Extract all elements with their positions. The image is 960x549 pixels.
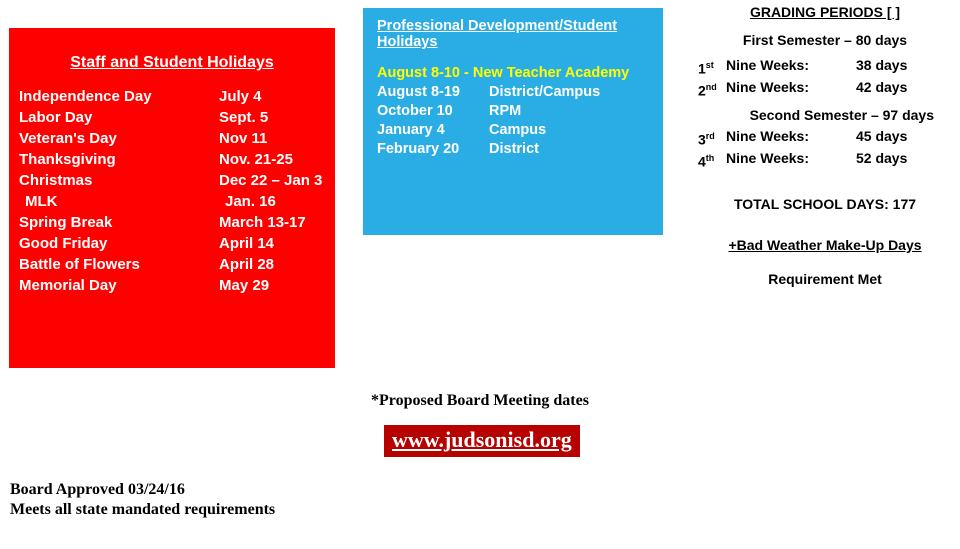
proposed-board-dates: *Proposed Board Meeting dates [0, 392, 960, 410]
semester-2-periods: 3rdNine Weeks:45 days4thNine Weeks:52 da… [696, 127, 954, 170]
holiday-row: Memorial DayMay 29 [19, 275, 325, 296]
nine-weeks-row: 2ndNine Weeks:42 days [696, 78, 954, 100]
page: Staff and Student Holidays Independence … [0, 0, 960, 549]
holiday-row: Labor DaySept. 5 [19, 107, 325, 128]
ordinal: 2nd [698, 78, 726, 100]
blue-box-title: Professional Development/Student Holiday… [377, 18, 649, 50]
nine-weeks-label: Nine Weeks: [726, 78, 856, 100]
nine-weeks-row: 3rdNine Weeks:45 days [696, 127, 954, 149]
district-url-link[interactable]: www.judsonisd.org [384, 425, 580, 457]
holiday-row: ThanksgivingNov. 21-25 [19, 149, 325, 170]
holiday-name: Christmas [19, 170, 219, 191]
red-box-title: Staff and Student Holidays [19, 54, 325, 72]
prof-dev-range: January 4 [377, 121, 489, 140]
holiday-date: May 29 [219, 275, 325, 296]
holiday-date: Sept. 5 [219, 107, 325, 128]
holiday-row: Battle of FlowersApril 28 [19, 254, 325, 275]
nine-weeks-row: 1stNine Weeks:38 days [696, 56, 954, 78]
ordinal: 1st [698, 56, 726, 78]
prof-dev-box: Professional Development/Student Holiday… [363, 8, 663, 235]
nine-weeks-label: Nine Weeks: [726, 127, 856, 149]
board-approved-line: Board Approved 03/24/16 [10, 480, 275, 500]
grading-title: GRADING PERIODS [ ] [696, 4, 954, 20]
holiday-row: MLKJan. 16 [19, 191, 325, 212]
nine-weeks-days: 42 days [856, 78, 954, 100]
prof-dev-range: October 10 [377, 102, 489, 121]
holiday-name: Thanksgiving [19, 149, 219, 170]
holiday-date: March 13-17 [219, 212, 325, 233]
first-semester-heading: First Semester – 80 days [696, 32, 954, 48]
holiday-name: Independence Day [19, 86, 219, 107]
second-semester-heading: Second Semester – 97 days [696, 107, 954, 123]
holiday-date: Jan. 16 [225, 191, 325, 212]
nine-weeks-days: 38 days [856, 56, 954, 78]
total-school-days: TOTAL SCHOOL DAYS: 177 [696, 196, 954, 212]
holiday-list: Independence DayJuly 4Labor DaySept. 5Ve… [19, 86, 325, 296]
holiday-date: April 14 [219, 233, 325, 254]
holiday-date: Dec 22 – Jan 3 [219, 170, 325, 191]
holiday-name: Memorial Day [19, 275, 219, 296]
prof-dev-label: RPM [489, 102, 649, 121]
prof-dev-row: October 10RPM [377, 102, 649, 121]
prof-dev-range: February 20 [377, 140, 489, 159]
prof-dev-row: February 20District [377, 140, 649, 159]
requirement-met: Requirement Met [696, 271, 954, 287]
staff-student-holidays-box: Staff and Student Holidays Independence … [9, 28, 335, 368]
new-teacher-academy-row: August 8-10 - New Teacher Academy [377, 64, 649, 83]
prof-dev-row: August 8-19District/Campus [377, 83, 649, 102]
semester-1-periods: 1stNine Weeks:38 days2ndNine Weeks:42 da… [696, 56, 954, 99]
prof-dev-list: August 8-10 - New Teacher AcademyAugust … [377, 64, 649, 159]
holiday-name: Battle of Flowers [19, 254, 219, 275]
holiday-name: Good Friday [19, 233, 219, 254]
nine-weeks-label: Nine Weeks: [726, 56, 856, 78]
prof-dev-row: January 4Campus [377, 121, 649, 140]
ordinal: 3rd [698, 127, 726, 149]
holiday-name: MLK [19, 191, 225, 212]
prof-dev-range: August 8-19 [377, 83, 489, 102]
holiday-row: ChristmasDec 22 – Jan 3 [19, 170, 325, 191]
nine-weeks-label: Nine Weeks: [726, 149, 856, 171]
holiday-date: Nov 11 [219, 128, 325, 149]
holiday-date: July 4 [219, 86, 325, 107]
holiday-date: April 28 [219, 254, 325, 275]
holiday-row: Spring BreakMarch 13-17 [19, 212, 325, 233]
ordinal: 4th [698, 149, 726, 171]
holiday-row: Independence DayJuly 4 [19, 86, 325, 107]
prof-dev-label: District [489, 140, 649, 159]
nine-weeks-days: 52 days [856, 149, 954, 171]
nine-weeks-row: 4thNine Weeks:52 days [696, 149, 954, 171]
prof-dev-label: Campus [489, 121, 649, 140]
holiday-row: Veteran's DayNov 11 [19, 128, 325, 149]
holiday-name: Labor Day [19, 107, 219, 128]
grading-periods: GRADING PERIODS [ ] First Semester – 80 … [696, 4, 954, 287]
holiday-name: Veteran's Day [19, 128, 219, 149]
holiday-name: Spring Break [19, 212, 219, 233]
prof-dev-label: District/Campus [489, 83, 649, 102]
holiday-date: Nov. 21-25 [219, 149, 325, 170]
mandated-requirements-line: Meets all state mandated requirements [10, 500, 275, 520]
nine-weeks-days: 45 days [856, 127, 954, 149]
bad-weather-heading: +Bad Weather Make-Up Days [696, 237, 954, 253]
footer-left: Board Approved 03/24/16 Meets all state … [10, 480, 275, 520]
holiday-row: Good FridayApril 14 [19, 233, 325, 254]
